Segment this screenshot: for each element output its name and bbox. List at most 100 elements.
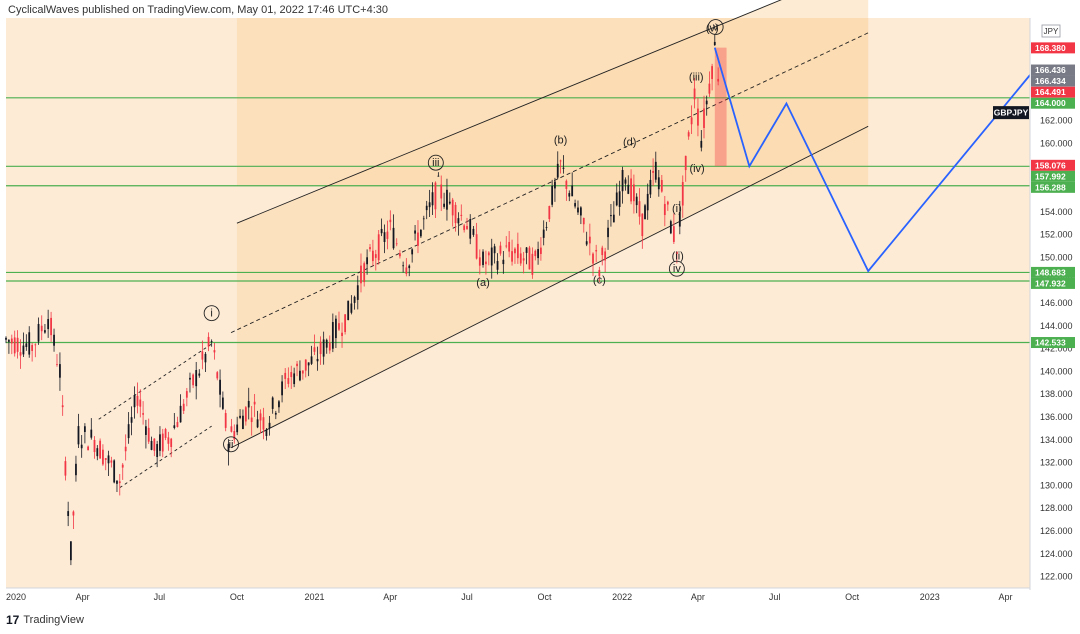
candle-body bbox=[522, 258, 525, 261]
candle-body bbox=[147, 427, 150, 442]
candle-body bbox=[672, 226, 675, 242]
candle-body bbox=[213, 350, 216, 353]
candle-body bbox=[548, 205, 551, 220]
price-tick-label: 140.000 bbox=[1040, 366, 1073, 376]
price-axis-badge-label: 156.288 bbox=[1035, 182, 1066, 192]
candle-body bbox=[307, 362, 310, 366]
candle-body bbox=[502, 259, 505, 265]
candle-body bbox=[113, 460, 116, 483]
candle-body bbox=[399, 253, 401, 257]
candle-body bbox=[493, 246, 496, 254]
price-axis-badge bbox=[1031, 159, 1075, 171]
publisher-header: CyclicalWaves published on TradingView.c… bbox=[8, 4, 389, 16]
candle-body bbox=[386, 231, 389, 239]
candle-body bbox=[369, 247, 371, 250]
candle-body bbox=[419, 229, 422, 237]
candle-body bbox=[482, 251, 484, 266]
support-resistance-levels bbox=[6, 97, 1030, 344]
candle-body bbox=[250, 417, 253, 423]
candle-body bbox=[531, 253, 534, 275]
candle-body bbox=[389, 219, 392, 223]
candle-body bbox=[635, 196, 638, 206]
wave-label: (d) bbox=[623, 137, 636, 149]
wave-label: iv bbox=[673, 263, 681, 275]
candle-body bbox=[579, 207, 582, 216]
candle-body bbox=[19, 352, 22, 356]
symbol-tag-label: GBPJPY bbox=[994, 108, 1029, 118]
candle-body bbox=[164, 429, 167, 438]
candle-body bbox=[219, 379, 221, 395]
candle-body bbox=[59, 364, 61, 378]
candle-body bbox=[525, 247, 528, 253]
candle-body bbox=[127, 424, 130, 439]
wave-label-circle bbox=[203, 305, 220, 322]
candle-body bbox=[34, 344, 37, 346]
candle-body bbox=[216, 372, 219, 379]
candle-body bbox=[80, 444, 83, 449]
candle-body bbox=[392, 227, 395, 249]
candle-body bbox=[428, 202, 431, 208]
wave-label-circle bbox=[223, 436, 239, 453]
candle-body bbox=[588, 236, 591, 244]
candle-body bbox=[31, 345, 34, 351]
candle-body bbox=[632, 184, 635, 202]
candle-body bbox=[383, 232, 386, 242]
candle-body bbox=[374, 254, 377, 258]
price-candles bbox=[5, 33, 720, 566]
candle-body bbox=[630, 178, 632, 202]
price-axis-badge bbox=[1031, 181, 1075, 193]
candle-body bbox=[227, 443, 230, 453]
candle-body bbox=[582, 217, 585, 225]
candle-body bbox=[153, 438, 156, 451]
candle-body bbox=[505, 245, 508, 247]
price-tick-label: 160.000 bbox=[1040, 138, 1073, 148]
candle-body bbox=[259, 413, 262, 421]
time-tick-label: Oct bbox=[230, 592, 245, 602]
price-axis-badge-label: 147.932 bbox=[1035, 278, 1066, 288]
candle-body bbox=[360, 265, 362, 284]
candle-body bbox=[56, 364, 58, 365]
candle-body bbox=[684, 155, 687, 171]
candle-body bbox=[395, 243, 398, 245]
candle-body bbox=[451, 199, 454, 216]
candle-body bbox=[537, 249, 539, 259]
time-tick-label: Apr bbox=[383, 592, 397, 602]
candle-body bbox=[185, 391, 188, 398]
candle-body bbox=[87, 446, 89, 451]
candle-body bbox=[669, 221, 672, 234]
candle-body bbox=[313, 347, 316, 352]
candle-body bbox=[638, 201, 641, 217]
candle-body bbox=[542, 229, 545, 238]
candle-body bbox=[328, 342, 331, 351]
price-axis-background bbox=[1030, 18, 1080, 590]
candle-body bbox=[61, 405, 64, 408]
candle-body bbox=[192, 374, 195, 386]
wave-label-circle bbox=[427, 154, 444, 171]
candle-body bbox=[262, 417, 265, 430]
price-axis-badge-label: 164.000 bbox=[1035, 98, 1066, 108]
price-axis-badge bbox=[1031, 64, 1075, 76]
candle-body bbox=[516, 243, 519, 259]
candle-body bbox=[660, 179, 663, 192]
candle-body bbox=[612, 214, 615, 223]
candle-body bbox=[265, 429, 268, 437]
candle-body bbox=[176, 422, 179, 428]
candle-body bbox=[253, 401, 256, 405]
candle-body bbox=[601, 247, 604, 256]
candle-body bbox=[182, 403, 185, 411]
candle-body bbox=[170, 438, 173, 448]
candle-body bbox=[693, 88, 696, 100]
candle-body bbox=[116, 480, 118, 484]
candle-body bbox=[107, 455, 110, 464]
footer-branding[interactable]: 17 TradingView bbox=[6, 613, 84, 627]
channel-fill bbox=[236, 0, 869, 445]
candle-body bbox=[437, 175, 440, 177]
candle-body bbox=[72, 511, 75, 516]
candle-body bbox=[195, 370, 198, 387]
candle-body bbox=[37, 323, 40, 342]
candle-body bbox=[67, 511, 70, 516]
candle-body bbox=[414, 230, 416, 234]
candle-body bbox=[159, 434, 161, 451]
